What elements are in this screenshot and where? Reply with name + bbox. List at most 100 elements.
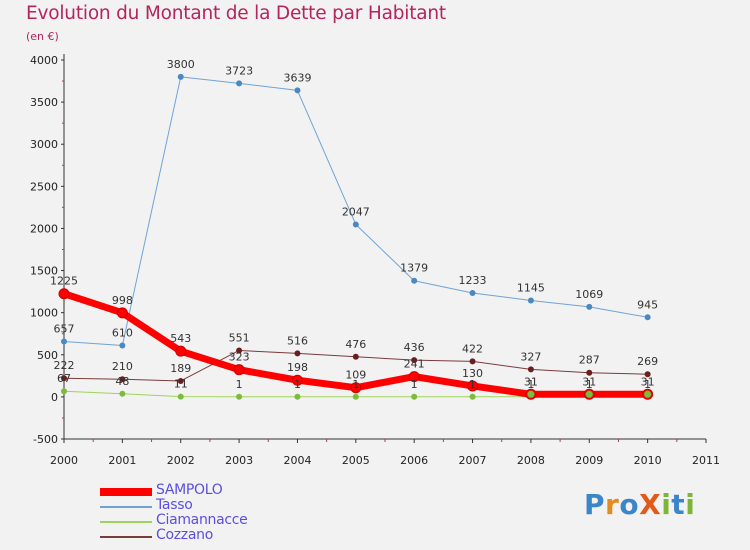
data-label: 1	[352, 378, 359, 391]
logo-letter: t	[671, 488, 686, 521]
data-point	[294, 350, 301, 357]
data-label: 516	[287, 334, 308, 347]
data-label: 3639	[283, 71, 311, 84]
logo-letter: X	[639, 488, 662, 521]
x-tick-label: 2005	[342, 454, 370, 467]
data-label: 1	[644, 378, 651, 391]
y-tick-label: 3500	[30, 96, 58, 109]
logo-letter: P	[584, 488, 606, 521]
data-label: 2047	[342, 205, 370, 218]
y-tick-label: 1000	[30, 307, 58, 320]
y-tick-label: -500	[33, 433, 58, 446]
data-point	[177, 377, 184, 384]
data-label: 1069	[575, 288, 603, 301]
data-point	[352, 393, 359, 400]
x-tick-label: 2006	[400, 454, 428, 467]
data-point	[175, 345, 187, 357]
data-point	[294, 87, 301, 94]
data-point	[291, 374, 303, 386]
data-label: 1	[469, 378, 476, 391]
data-label: 210	[112, 360, 133, 373]
data-label: 3723	[225, 64, 253, 77]
data-label: 287	[579, 354, 600, 367]
legend-label: SAMPOLO	[156, 482, 223, 498]
data-point	[469, 393, 476, 400]
data-label: 323	[229, 351, 250, 364]
data-point	[294, 393, 301, 400]
x-tick-label: 2010	[634, 454, 662, 467]
data-point	[61, 338, 67, 345]
data-label: 48	[115, 375, 129, 388]
data-label: 3800	[167, 58, 195, 71]
data-point	[411, 357, 418, 364]
data-label: 31	[524, 375, 538, 388]
x-tick-label: 2004	[283, 454, 311, 467]
data-label: 945	[637, 298, 658, 311]
data-point	[586, 369, 593, 376]
data-point	[352, 221, 359, 228]
y-tick-label: 3000	[30, 138, 58, 151]
data-label: 198	[287, 361, 308, 374]
data-label: 1379	[400, 262, 428, 275]
legend-swatch	[100, 505, 152, 508]
data-point	[177, 393, 184, 400]
data-point	[350, 382, 362, 394]
logo-letter: i	[661, 488, 672, 521]
data-point	[411, 277, 418, 284]
chart-subtitle: (en €)	[26, 30, 59, 43]
data-point	[61, 388, 67, 395]
data-label: 1	[411, 378, 418, 391]
x-tick-label: 2003	[225, 454, 253, 467]
data-label: 476	[345, 338, 366, 351]
legend-swatch	[100, 520, 152, 523]
data-point	[116, 307, 128, 319]
data-point	[236, 80, 243, 87]
data-point	[527, 366, 534, 373]
y-tick-label: 4000	[30, 54, 58, 67]
legend-label: Ciamannacce	[156, 512, 248, 528]
data-label: 1225	[50, 275, 78, 288]
data-label: 67	[57, 372, 71, 385]
data-point	[352, 353, 359, 360]
data-point	[586, 303, 593, 310]
data-point	[469, 358, 476, 365]
data-point	[644, 314, 651, 321]
data-label: 551	[229, 331, 250, 344]
data-label: 31	[641, 375, 655, 388]
data-point	[467, 380, 479, 392]
data-label: 327	[520, 350, 541, 363]
data-label: 241	[404, 358, 425, 371]
logo-letter: o	[619, 488, 640, 521]
data-label: 31	[582, 375, 596, 388]
x-tick-label: 2009	[575, 454, 603, 467]
data-label: 1	[294, 378, 301, 391]
data-label: 109	[345, 369, 366, 382]
data-point	[527, 390, 535, 399]
data-label: 189	[170, 362, 191, 375]
data-point	[644, 371, 651, 378]
data-point	[469, 290, 476, 297]
data-label: 11	[174, 378, 188, 391]
x-tick-label: 2001	[108, 454, 136, 467]
x-tick-label: 2008	[517, 454, 545, 467]
legend-swatch	[100, 535, 152, 538]
data-point	[585, 390, 594, 399]
data-point	[119, 342, 126, 349]
y-tick-label: 0	[51, 391, 58, 404]
data-label: 657	[54, 323, 75, 336]
data-point	[119, 376, 126, 383]
data-label: 1	[527, 378, 534, 391]
data-point	[61, 375, 67, 382]
data-label: 222	[54, 359, 75, 372]
logo-letter: r	[605, 488, 620, 521]
x-tick-label: 2002	[167, 454, 195, 467]
data-point	[527, 297, 534, 304]
x-tick-label: 2007	[459, 454, 487, 467]
y-tick-label: 2500	[30, 180, 58, 193]
data-label: 1	[236, 378, 243, 391]
logo-letter: i	[685, 488, 696, 521]
data-label: 1	[586, 378, 593, 391]
legend-swatch	[100, 487, 152, 496]
data-label: 1233	[459, 274, 487, 287]
